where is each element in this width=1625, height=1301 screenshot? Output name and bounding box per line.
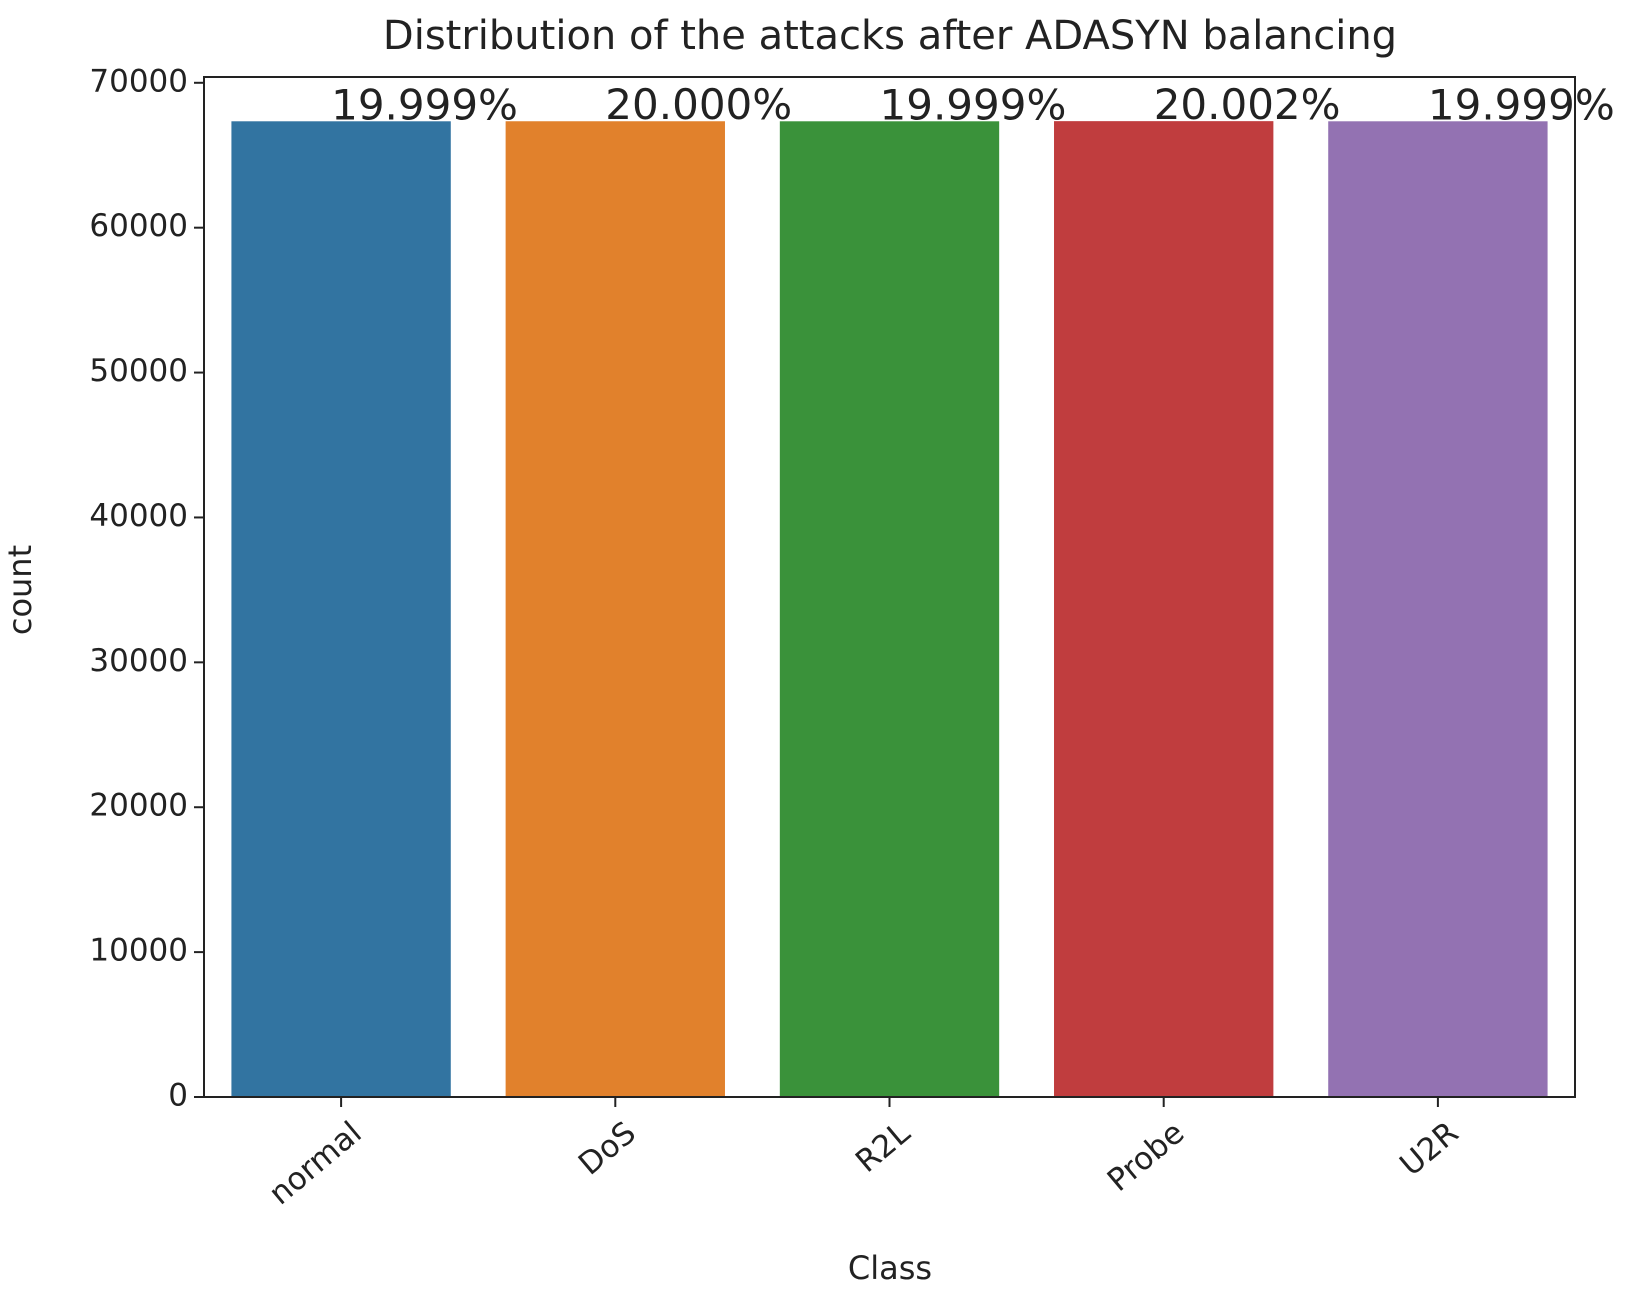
x-tick-label: R2L <box>849 1114 918 1180</box>
y-tick-label: 50000 <box>89 353 188 389</box>
y-axis-label: count <box>1 545 39 635</box>
y-tick-label: 70000 <box>89 63 188 99</box>
x-tick-label: DoS <box>572 1115 643 1183</box>
plot-frame <box>203 76 1576 1098</box>
y-tick-label: 40000 <box>89 498 188 534</box>
chart-title: Distribution of the attacks after ADASYN… <box>383 13 1397 59</box>
value-label: 19.999% <box>1428 80 1615 129</box>
x-tick-label: normal <box>262 1115 368 1212</box>
value-label: 19.999% <box>331 80 518 129</box>
y-tick-label: 30000 <box>89 643 188 679</box>
x-tick-label: U2R <box>1393 1115 1465 1184</box>
bar <box>779 121 1000 1098</box>
y-tick-label: 10000 <box>89 933 188 969</box>
x-tick-label: Probe <box>1101 1115 1192 1199</box>
value-label: 19.999% <box>880 80 1067 129</box>
y-tick-label: 20000 <box>89 788 188 824</box>
bar <box>1328 121 1548 1098</box>
bar <box>505 121 725 1098</box>
y-tick-label: 0 <box>168 1078 188 1114</box>
bar <box>231 121 451 1098</box>
value-label: 20.002% <box>1154 80 1341 129</box>
bar <box>1054 121 1274 1098</box>
y-tick-label: 60000 <box>89 208 188 244</box>
x-axis-label: Class <box>848 1249 932 1287</box>
value-label: 20.000% <box>605 80 792 129</box>
